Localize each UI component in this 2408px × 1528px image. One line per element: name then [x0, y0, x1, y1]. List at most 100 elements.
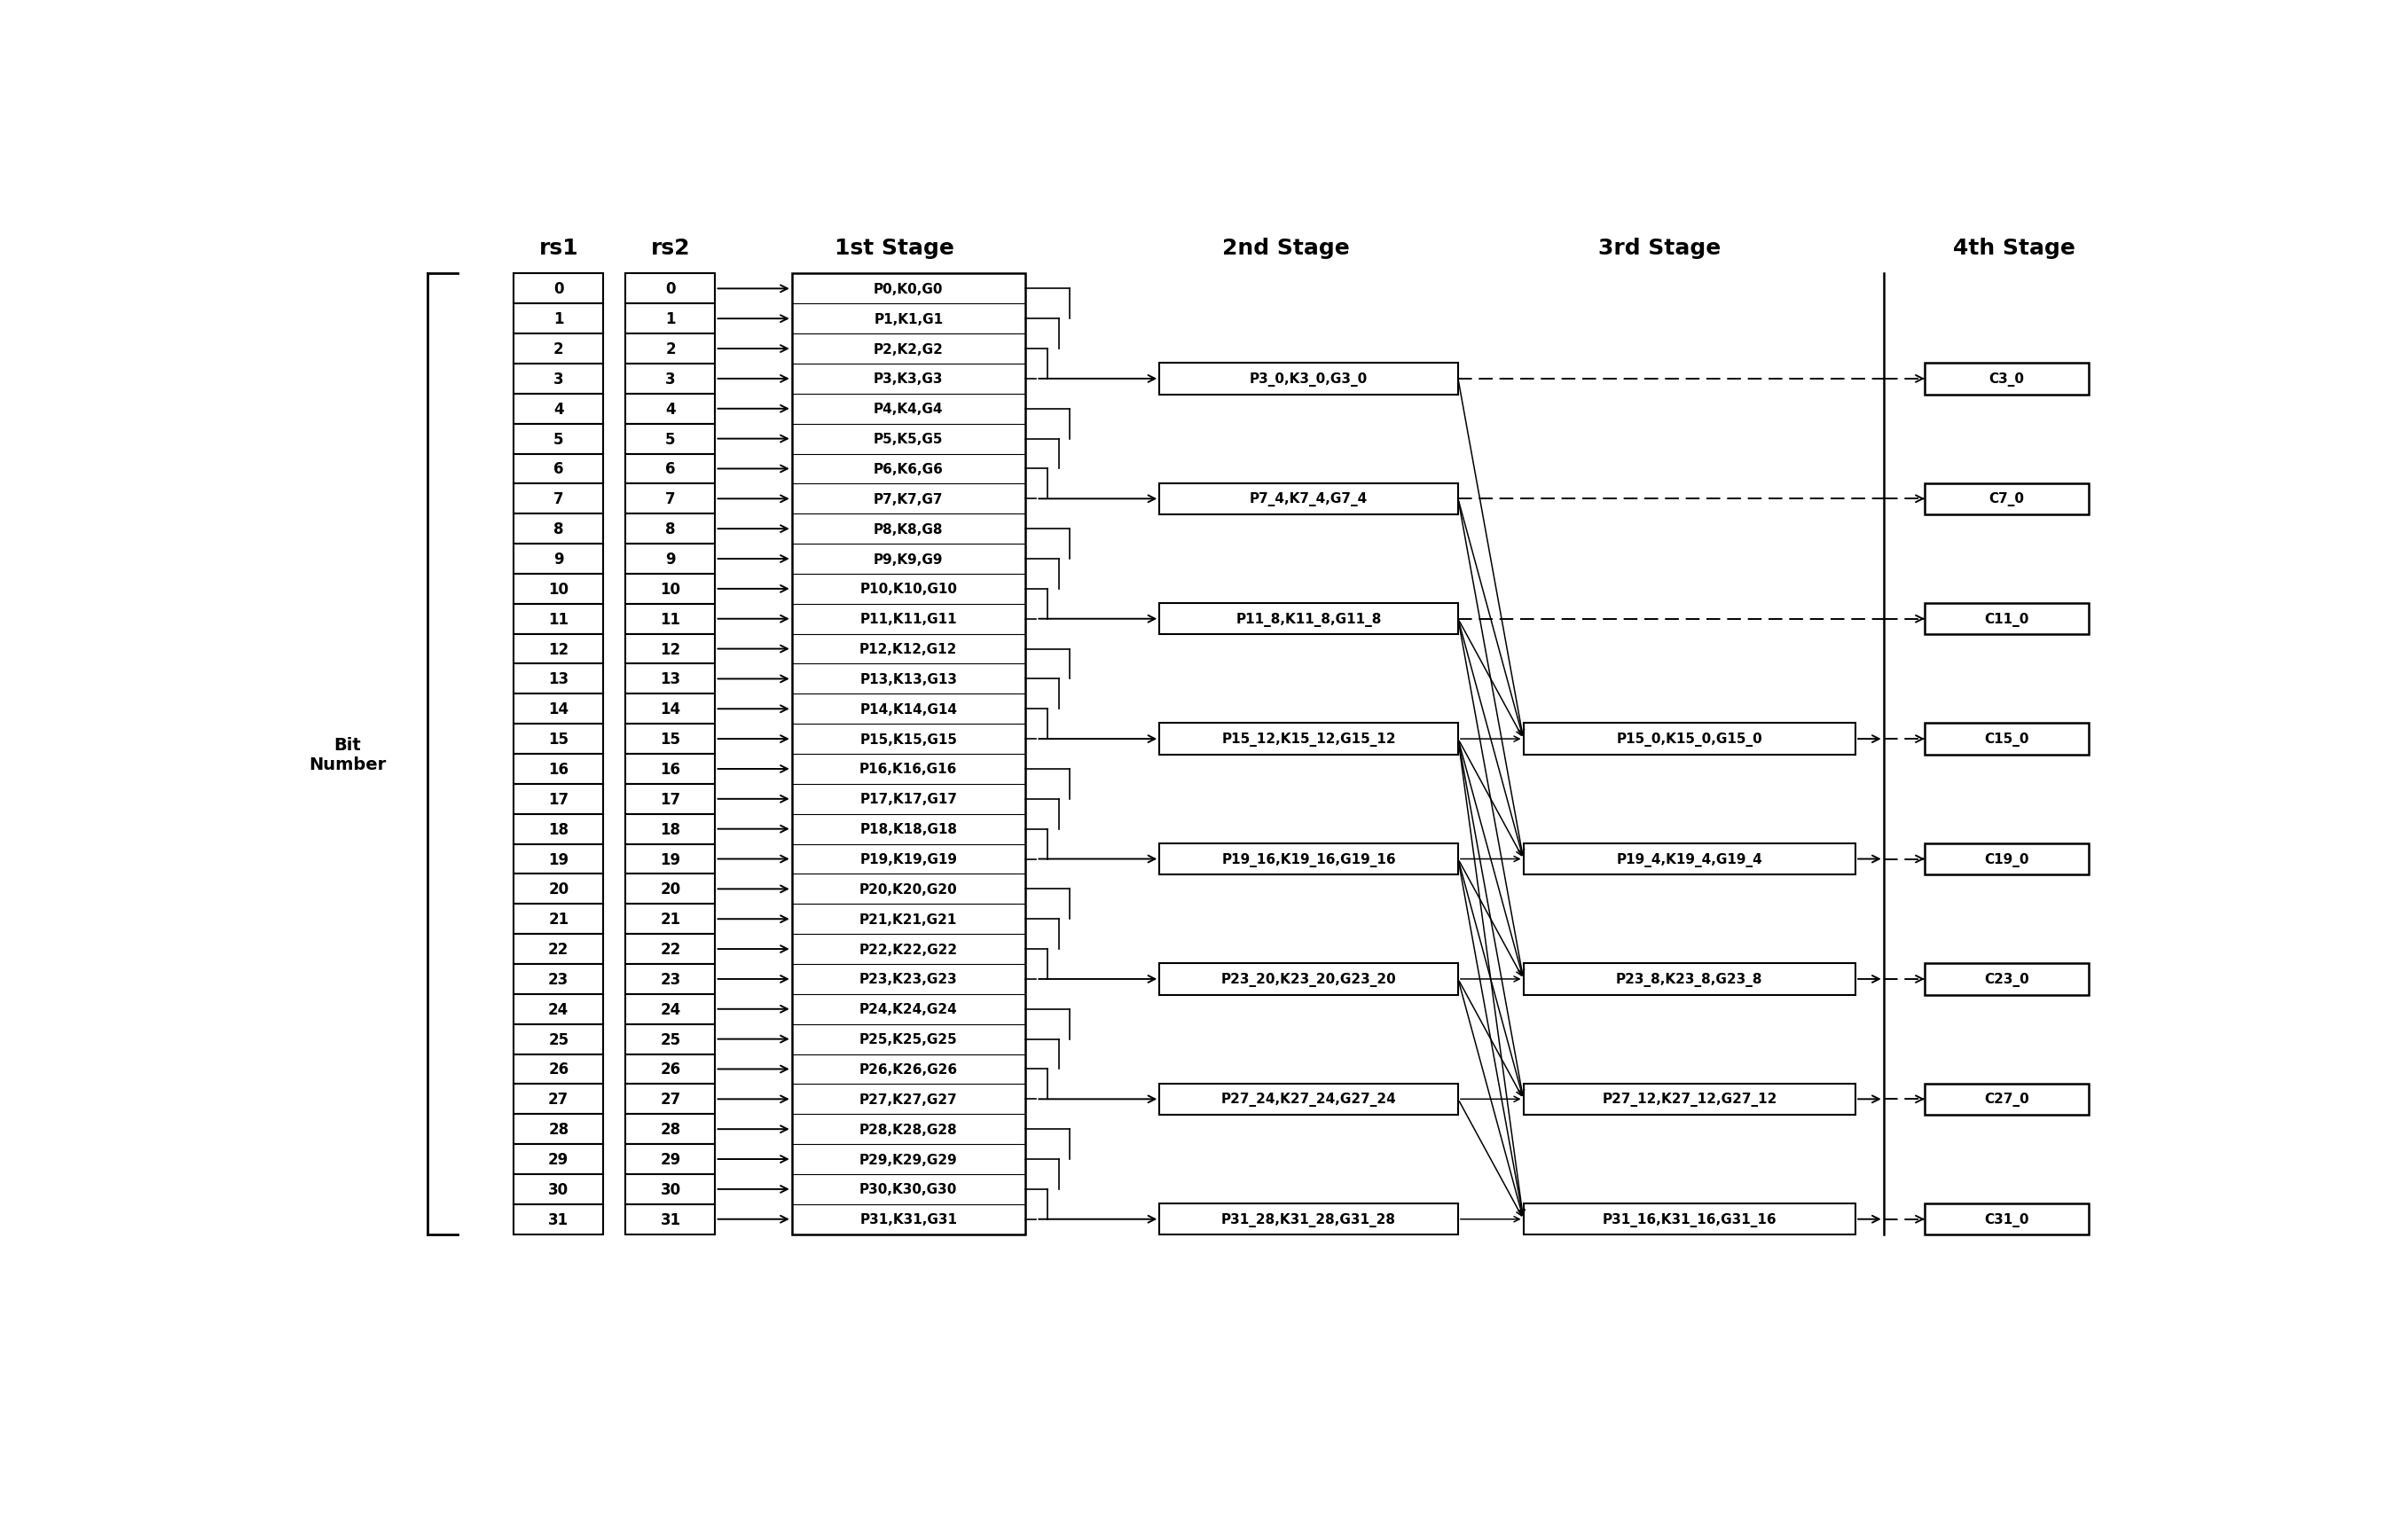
Text: 25: 25	[660, 1031, 681, 1047]
FancyBboxPatch shape	[626, 724, 715, 755]
Text: P7,K7,G7: P7,K7,G7	[874, 492, 944, 506]
FancyBboxPatch shape	[626, 694, 715, 724]
Text: 12: 12	[549, 642, 568, 657]
FancyBboxPatch shape	[513, 964, 604, 995]
Text: 29: 29	[549, 1151, 568, 1167]
FancyBboxPatch shape	[513, 544, 604, 575]
FancyBboxPatch shape	[513, 1054, 604, 1085]
Text: P20,K20,G20: P20,K20,G20	[860, 883, 958, 895]
FancyBboxPatch shape	[1924, 1083, 2088, 1115]
FancyBboxPatch shape	[1924, 843, 2088, 876]
Text: P3_0,K3_0,G3_0: P3_0,K3_0,G3_0	[1250, 373, 1368, 387]
FancyBboxPatch shape	[1161, 964, 1457, 995]
FancyBboxPatch shape	[626, 544, 715, 575]
Text: P22,K22,G22: P22,K22,G22	[860, 943, 958, 957]
Text: P9,K9,G9: P9,K9,G9	[874, 553, 944, 565]
Text: 6: 6	[554, 461, 563, 477]
Text: 21: 21	[549, 911, 568, 927]
Text: Bit
Number: Bit Number	[308, 736, 385, 773]
Text: 4: 4	[665, 402, 677, 417]
Text: 13: 13	[660, 671, 681, 688]
FancyBboxPatch shape	[626, 995, 715, 1024]
FancyBboxPatch shape	[1524, 1204, 1857, 1235]
FancyBboxPatch shape	[626, 665, 715, 694]
FancyBboxPatch shape	[1161, 1083, 1457, 1115]
FancyBboxPatch shape	[626, 1144, 715, 1175]
Text: 0: 0	[554, 281, 563, 298]
Text: P10,K10,G10: P10,K10,G10	[860, 582, 958, 596]
FancyBboxPatch shape	[513, 874, 604, 905]
Text: 31: 31	[660, 1212, 681, 1227]
FancyBboxPatch shape	[1161, 843, 1457, 876]
FancyBboxPatch shape	[513, 634, 604, 665]
Text: P12,K12,G12: P12,K12,G12	[860, 643, 958, 656]
FancyBboxPatch shape	[513, 484, 604, 515]
FancyBboxPatch shape	[626, 845, 715, 874]
Text: 3: 3	[554, 371, 563, 387]
Text: 21: 21	[660, 911, 681, 927]
Text: 19: 19	[549, 851, 568, 868]
FancyBboxPatch shape	[626, 1024, 715, 1054]
FancyBboxPatch shape	[513, 604, 604, 634]
FancyBboxPatch shape	[626, 335, 715, 364]
FancyBboxPatch shape	[626, 575, 715, 604]
FancyBboxPatch shape	[626, 1085, 715, 1114]
Text: 10: 10	[549, 581, 568, 597]
Text: P28,K28,G28: P28,K28,G28	[860, 1123, 958, 1135]
FancyBboxPatch shape	[513, 724, 604, 755]
FancyBboxPatch shape	[1924, 604, 2088, 636]
Text: 14: 14	[549, 701, 568, 717]
Text: 29: 29	[660, 1151, 681, 1167]
Text: P4,K4,G4: P4,K4,G4	[874, 402, 944, 416]
FancyBboxPatch shape	[626, 1204, 715, 1235]
Text: C3_0: C3_0	[1989, 373, 2025, 387]
Text: 14: 14	[660, 701, 681, 717]
FancyBboxPatch shape	[1524, 843, 1857, 876]
FancyBboxPatch shape	[513, 1024, 604, 1054]
FancyBboxPatch shape	[1161, 364, 1457, 396]
Text: 17: 17	[549, 792, 568, 807]
FancyBboxPatch shape	[1524, 724, 1857, 755]
Text: P3,K3,G3: P3,K3,G3	[874, 373, 944, 387]
FancyBboxPatch shape	[513, 1175, 604, 1204]
FancyBboxPatch shape	[513, 425, 604, 454]
FancyBboxPatch shape	[513, 905, 604, 934]
Text: 30: 30	[549, 1181, 568, 1198]
Text: P1,K1,G1: P1,K1,G1	[874, 313, 944, 325]
Text: 26: 26	[660, 1062, 681, 1077]
Text: P5,K5,G5: P5,K5,G5	[874, 432, 944, 446]
FancyBboxPatch shape	[792, 274, 1026, 1235]
Text: 1: 1	[665, 312, 677, 327]
FancyBboxPatch shape	[626, 874, 715, 905]
Text: 8: 8	[665, 521, 677, 538]
Text: 12: 12	[660, 642, 681, 657]
FancyBboxPatch shape	[513, 274, 604, 304]
Text: 23: 23	[660, 972, 681, 987]
Text: 16: 16	[660, 761, 681, 778]
FancyBboxPatch shape	[626, 394, 715, 425]
Text: 3rd Stage: 3rd Stage	[1599, 237, 1722, 258]
Text: P23,K23,G23: P23,K23,G23	[860, 973, 958, 986]
Text: P15_12,K15_12,G15_12: P15_12,K15_12,G15_12	[1221, 732, 1397, 746]
FancyBboxPatch shape	[626, 1175, 715, 1204]
Text: 27: 27	[549, 1091, 568, 1108]
Text: P31_28,K31_28,G31_28: P31_28,K31_28,G31_28	[1221, 1212, 1397, 1227]
Text: 27: 27	[660, 1091, 681, 1108]
FancyBboxPatch shape	[626, 1054, 715, 1085]
FancyBboxPatch shape	[513, 454, 604, 484]
Text: 24: 24	[660, 1001, 681, 1018]
Text: 31: 31	[549, 1212, 568, 1227]
FancyBboxPatch shape	[513, 665, 604, 694]
Text: 28: 28	[549, 1122, 568, 1137]
Text: P11,K11,G11: P11,K11,G11	[860, 613, 956, 626]
FancyBboxPatch shape	[513, 1085, 604, 1114]
Text: P7_4,K7_4,G7_4: P7_4,K7_4,G7_4	[1250, 492, 1368, 506]
Text: P19_16,K19_16,G19_16: P19_16,K19_16,G19_16	[1221, 853, 1397, 866]
Text: 19: 19	[660, 851, 681, 868]
Text: P2,K2,G2: P2,K2,G2	[874, 342, 944, 356]
Text: 25: 25	[549, 1031, 568, 1047]
Text: P11_8,K11_8,G11_8: P11_8,K11_8,G11_8	[1235, 613, 1382, 626]
Text: P26,K26,G26: P26,K26,G26	[860, 1062, 958, 1076]
Text: P25,K25,G25: P25,K25,G25	[860, 1033, 958, 1047]
Text: C15_0: C15_0	[1984, 732, 2030, 746]
